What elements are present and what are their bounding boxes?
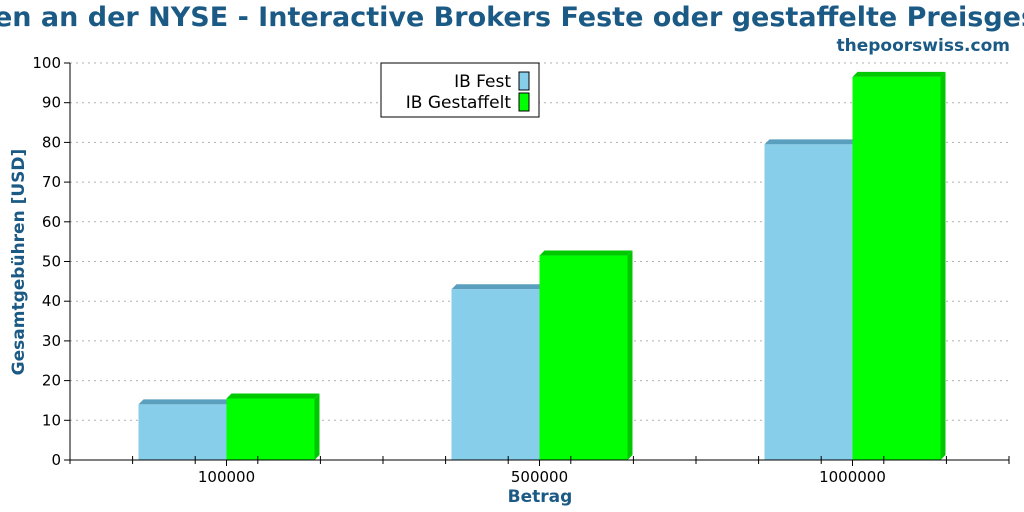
bar-top (539, 250, 633, 256)
x-tick-label: 1000000 (819, 468, 886, 486)
x-tick-label: 100000 (198, 468, 255, 486)
y-axis-ticks: 0 10 20 30 40 50 60 70 80 90 100 (32, 54, 70, 469)
bar-top (764, 139, 858, 145)
chart-subtitle: thepoorswiss.com (837, 36, 1011, 56)
bar-top (138, 399, 232, 405)
y-axis-label: Gesamtgebühren [USD] (9, 149, 29, 376)
legend-swatch (518, 71, 530, 91)
bars (138, 71, 946, 461)
y-tick-label: 100 (32, 54, 61, 72)
y-tick-label: 50 (42, 253, 61, 271)
legend-label: IB Fest (454, 72, 511, 92)
bar (226, 398, 315, 460)
bar-side (940, 71, 946, 461)
y-tick-label: 90 (42, 94, 61, 112)
bar (138, 404, 227, 460)
bar (764, 144, 853, 460)
y-tick-label: 70 (42, 173, 61, 191)
chart-title: en an der NYSE - Interactive Brokers Fes… (0, 2, 1024, 33)
x-axis-label: Betrag (508, 487, 573, 507)
bar-top (852, 71, 946, 77)
bar-side (314, 393, 320, 460)
legend-box (380, 62, 540, 118)
x-tick-label: 500000 (511, 468, 568, 486)
y-tick-label: 0 (51, 451, 61, 469)
y-tick-label: 80 (42, 133, 61, 151)
legend-label: IB Gestaffelt (406, 93, 512, 113)
bar (852, 76, 941, 461)
y-tick-label: 10 (42, 411, 61, 429)
x-axis-ticks: 100000 500000 1000000 (69, 456, 1010, 486)
bar (539, 255, 628, 460)
legend-swatch (518, 92, 530, 112)
bar-side (627, 250, 633, 460)
bar-top (451, 284, 545, 290)
bar-top (226, 393, 320, 399)
bar (451, 289, 540, 460)
y-tick-label: 60 (42, 213, 61, 231)
y-tick-label: 20 (42, 372, 61, 390)
y-tick-label: 40 (42, 292, 61, 310)
y-tick-label: 30 (42, 332, 61, 350)
